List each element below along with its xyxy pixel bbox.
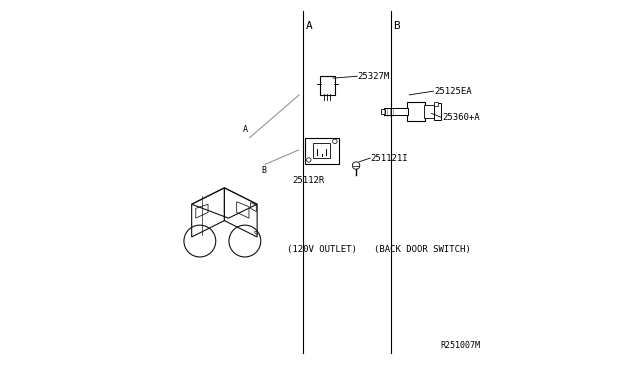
FancyBboxPatch shape xyxy=(320,77,335,95)
Bar xyxy=(305,138,339,164)
Bar xyxy=(407,102,425,121)
Text: A: A xyxy=(305,21,312,31)
Text: 25327M: 25327M xyxy=(357,72,390,81)
Text: R251007M: R251007M xyxy=(440,341,480,350)
Text: B: B xyxy=(262,166,267,175)
Bar xyxy=(424,105,434,118)
Bar xyxy=(434,102,438,106)
Text: B: B xyxy=(393,21,399,31)
Text: 25360+A: 25360+A xyxy=(442,113,479,122)
Text: A: A xyxy=(243,125,248,134)
Text: 25112R: 25112R xyxy=(292,176,324,185)
Text: 251121I: 251121I xyxy=(370,154,408,163)
Bar xyxy=(314,144,330,158)
Text: 25125EA: 25125EA xyxy=(435,87,472,96)
Text: (120V OUTLET): (120V OUTLET) xyxy=(287,245,356,254)
Text: (BACK DOOR SWITCH): (BACK DOOR SWITCH) xyxy=(374,245,470,254)
Bar xyxy=(384,108,408,115)
Bar xyxy=(381,109,385,114)
Bar xyxy=(434,103,442,120)
